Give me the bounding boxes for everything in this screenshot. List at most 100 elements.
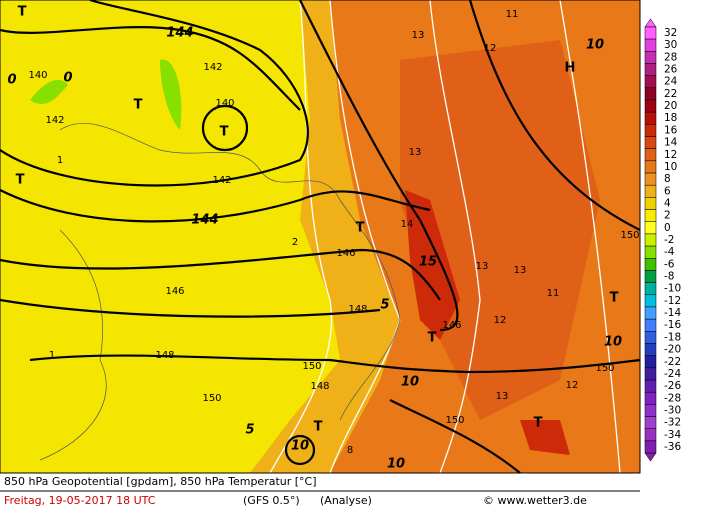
- map-label: 10: [604, 335, 622, 350]
- map-label: T: [220, 125, 229, 140]
- colorbar-label: -22: [664, 356, 681, 368]
- map-label: 13: [412, 30, 425, 41]
- colorbar-swatch: [644, 416, 657, 429]
- colorbar-label: 22: [664, 88, 677, 100]
- map-label: 142: [203, 62, 222, 73]
- map-label: 10: [387, 457, 405, 472]
- colorbar-swatch: [644, 26, 657, 40]
- footer-title: 850 hPa Geopotential [gpdam], 850 hPa Te…: [4, 475, 317, 488]
- geopotential-contour: [299, 0, 459, 332]
- map-label: 150: [595, 363, 614, 374]
- colorbar-label: 30: [664, 39, 677, 51]
- map-label: 10: [586, 38, 604, 53]
- map-label: T: [314, 420, 323, 435]
- hot-area: [405, 190, 460, 340]
- map-label: 140: [28, 70, 47, 81]
- map-label: 142: [212, 175, 231, 186]
- colorbar-label: -16: [664, 319, 681, 331]
- map-label: 140: [215, 98, 234, 109]
- colorbar-swatch: [644, 245, 657, 259]
- map-label: T: [534, 416, 543, 431]
- colorbar-label: 4: [664, 197, 671, 209]
- geopotential-contour: [389, 399, 521, 474]
- geopotential-contour: [284, 434, 316, 466]
- cold-area: [160, 59, 182, 130]
- map-label: T: [356, 221, 365, 236]
- colorbar-swatch: [644, 136, 657, 149]
- colorbar-label: -2: [664, 234, 674, 246]
- map-label: 12: [484, 43, 497, 54]
- geopotential-contour: [0, 189, 431, 223]
- colorbar-swatch: [644, 379, 657, 393]
- colorbar: 32302826242220181614121086420-2-4-6-8-10…: [644, 18, 681, 462]
- colorbar-swatch: [644, 258, 657, 271]
- hot-area: [520, 420, 570, 455]
- colorbar-label: -28: [664, 392, 681, 404]
- colorbar-label: -8: [664, 271, 674, 283]
- colorbar-label: 24: [664, 76, 678, 88]
- colorbar-label: -34: [664, 429, 681, 441]
- colorbar-label: -12: [664, 295, 681, 307]
- map-label: 148: [155, 350, 174, 361]
- colorbar-label: 28: [664, 51, 677, 63]
- colorbar-label: -6: [664, 258, 675, 270]
- colorbar-label: 18: [664, 112, 677, 124]
- colorbar-swatch: [644, 428, 657, 442]
- map-label: 146: [336, 248, 355, 259]
- map-label: 5: [380, 298, 389, 313]
- geopotential-contour: [0, 248, 441, 301]
- warm-area: [400, 40, 600, 420]
- geopotential-contour: [0, 26, 301, 111]
- map-label: T: [428, 331, 437, 346]
- colorbar-swatch: [644, 391, 657, 405]
- colorbar-label: -4: [664, 246, 675, 258]
- colorbar-swatch: [644, 111, 657, 125]
- colorbar-swatch: [644, 367, 657, 381]
- map-label: H: [565, 61, 576, 76]
- footer-credit: © www.wetter3.de: [483, 494, 587, 507]
- colorbar-swatch: [644, 38, 657, 52]
- map-label: 1: [57, 155, 63, 166]
- colorbar-swatch: [644, 306, 657, 320]
- map-label: 2: [292, 237, 298, 248]
- map-label: T: [610, 291, 619, 306]
- colorbar-swatch: [644, 294, 657, 308]
- map-label: 12: [566, 380, 579, 391]
- colorbar-swatch: [644, 221, 657, 235]
- colorbar-swatch: [644, 404, 657, 417]
- isotherm: [329, 0, 401, 474]
- colorbar-label: 20: [664, 100, 677, 112]
- colorbar-label: -36: [664, 441, 681, 453]
- map-label: 0: [7, 73, 16, 88]
- colorbar-label: 2: [664, 210, 671, 222]
- colorbar-swatch: [644, 440, 657, 454]
- colorbar-label: 26: [664, 64, 678, 76]
- map-label: 10: [291, 439, 309, 454]
- map-label: 12: [494, 315, 507, 326]
- map-label: 0: [63, 71, 72, 86]
- colorbar-label: -24: [664, 368, 681, 380]
- colorbar-label: 14: [664, 137, 678, 149]
- geopotential-contour: [201, 104, 249, 152]
- map-label: 11: [547, 288, 560, 299]
- colorbar-arrow: [644, 18, 657, 28]
- map-label: 150: [620, 230, 639, 241]
- map-label: 15: [419, 255, 437, 270]
- map-label: T: [16, 173, 25, 188]
- colorbar-swatch: [644, 99, 657, 113]
- isotherm: [269, 0, 333, 474]
- colorbar-swatch: [644, 63, 657, 76]
- footer-run: (Analyse): [320, 494, 372, 507]
- map-label: 150: [445, 415, 464, 426]
- colorbar-label: 6: [664, 185, 671, 197]
- colorbar-swatch: [644, 343, 657, 356]
- map-label: 11: [506, 9, 519, 20]
- colorbar-swatch: [644, 233, 657, 247]
- colorbar-label: 12: [664, 149, 677, 161]
- colorbar-label: 16: [664, 124, 678, 136]
- colorbar-swatch: [644, 355, 657, 369]
- colorbar-label: -14: [664, 307, 681, 319]
- map-label: T: [134, 98, 143, 113]
- map-label: 142: [45, 115, 64, 126]
